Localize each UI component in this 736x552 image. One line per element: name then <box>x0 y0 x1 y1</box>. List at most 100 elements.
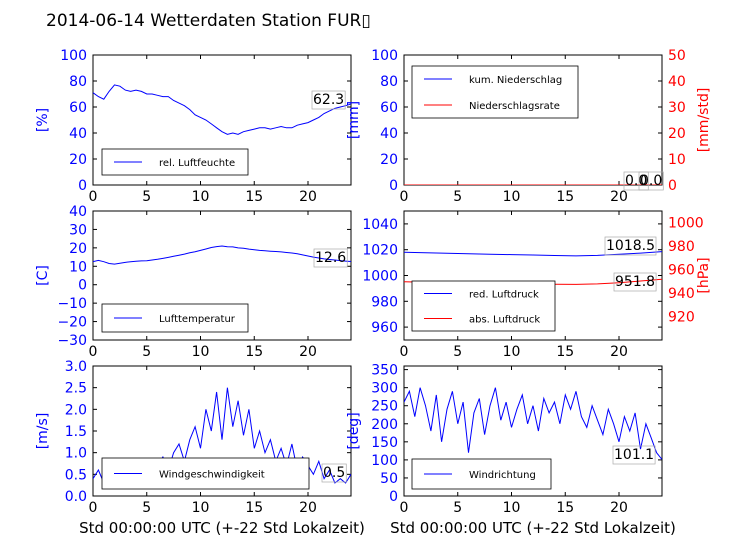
series-line-lufttemperatur <box>93 245 351 265</box>
plot-frame <box>92 210 352 341</box>
panel-precipitation: 0 5 10 15 20 0 20 40 60 80 100 0 10 20 30 40 50 [mm] [mm/s… <box>346 48 712 205</box>
y2-tick-label: 960 <box>668 263 695 279</box>
x-tick-label: 10 <box>192 500 210 516</box>
last-value-label: 101.1 <box>614 447 654 463</box>
x-tick-label: 10 <box>503 500 521 516</box>
x-tick-label: 0 <box>400 189 409 205</box>
last-value-label: 0.0 <box>625 173 647 189</box>
y-tick-label: 1020 <box>362 243 398 259</box>
y-tick-label: 200 <box>371 417 398 433</box>
last-value-box <box>321 463 347 483</box>
y2-tick-label: 940 <box>668 286 695 302</box>
y-tick-label: 0.0 <box>65 489 87 505</box>
y-tick-label: 30 <box>69 222 87 238</box>
y-tick-label: 350 <box>371 363 398 379</box>
x-tick-label: 5 <box>142 500 151 516</box>
last-value-box <box>623 171 649 191</box>
y-tick-label: 300 <box>371 381 398 397</box>
y-tick-label: 1040 <box>362 217 398 233</box>
y-tick-label: 0 <box>389 489 398 505</box>
last-value-label: 62.3 <box>313 92 344 108</box>
x-tick-label: 15 <box>556 500 574 516</box>
y-tick-label: 10 <box>69 259 87 275</box>
legend-label: Windrichtung <box>469 470 536 481</box>
x-tick-label: 5 <box>453 189 462 205</box>
x-tick-label: 20 <box>610 189 628 205</box>
y2-tick-label: 10 <box>668 152 686 168</box>
y-tick-label: 100 <box>371 48 398 64</box>
y-tick-label: 0 <box>389 178 398 194</box>
y2-tick-label: 920 <box>668 310 695 326</box>
x-tick-label: 10 <box>192 189 210 205</box>
y-axis-label: [m/s] <box>35 413 51 450</box>
y-axis-label: [C] <box>35 265 51 286</box>
y-tick-label: 40 <box>69 204 87 220</box>
x-tick-label: 0 <box>89 189 98 205</box>
x-axis-label-left: Std 00:00:00 UTC (+-22 Std Lokalzeit) <box>79 519 365 537</box>
last-value-label: 1018.5 <box>606 238 655 254</box>
y2-tick-label: 40 <box>668 74 686 90</box>
y-tick-label: 40 <box>69 126 87 142</box>
x-tick-label: 20 <box>610 344 628 360</box>
x-tick-label: 0 <box>89 500 98 516</box>
y2-tick-label: 20 <box>668 126 686 142</box>
last-value-box <box>311 90 346 110</box>
x-tick-label: 15 <box>245 344 263 360</box>
x-tick-label: 0 <box>400 500 409 516</box>
y-tick-label: −20 <box>57 315 87 331</box>
last-value-label: 12.6 <box>315 250 346 266</box>
last-value-box <box>638 171 664 191</box>
y-tick-label: 1.5 <box>65 424 87 440</box>
y-tick-label: 0.5 <box>65 467 87 483</box>
last-value-label: 951.8 <box>615 274 655 290</box>
y-axis-label: [%] <box>35 108 51 132</box>
x-tick-label: 0 <box>89 344 98 360</box>
y-tick-label: 960 <box>371 320 398 336</box>
y-tick-label: −30 <box>57 333 87 349</box>
y2-tick-label: 1000 <box>668 216 704 232</box>
y-axis-label: [mm] <box>346 101 362 139</box>
last-value-box <box>612 445 656 465</box>
x-tick-label: 10 <box>503 344 521 360</box>
panel-wind-direction: 0 5 10 15 20050100150200250300350[deg]Windri… <box>346 363 663 516</box>
x-tick-label: 15 <box>556 189 574 205</box>
x-tick-label: 20 <box>299 344 317 360</box>
x-tick-label: 10 <box>192 344 210 360</box>
legend-box <box>411 65 579 119</box>
x-tick-label: 5 <box>453 344 462 360</box>
plot-frame <box>92 54 352 186</box>
x-tick-label: 15 <box>245 500 263 516</box>
x-tick-label: 5 <box>142 189 151 205</box>
series-line-rel-luftfeuchte <box>93 84 351 135</box>
y-tick-label: 1000 <box>362 269 398 285</box>
y2-tick-label: 0 <box>668 178 677 194</box>
panel-humidity: 0 5 10 15 20 0 20 40 60 80 100 [%] rel. Luftfeuchte 6… <box>35 48 352 205</box>
legend-label: Windgeschwindigkeit <box>159 470 265 481</box>
last-value-label: 0.0 <box>640 173 662 189</box>
legend-label: red. Luftdruck <box>469 290 539 301</box>
legend-label: rel. Luftfeuchte <box>159 158 235 169</box>
x-tick-label: 10 <box>503 189 521 205</box>
y2-axis-label: [mm/std] <box>696 88 712 153</box>
x-tick-label: 20 <box>299 500 317 516</box>
x-axis-label-right: Std 00:00:00 UTC (+-22 Std Lokalzeit) <box>390 519 676 537</box>
y-tick-label: 980 <box>371 294 398 310</box>
last-value-box <box>604 236 657 256</box>
y-tick-label: 1.0 <box>65 446 87 462</box>
legend-box <box>411 458 552 490</box>
y-tick-label: 80 <box>380 74 398 90</box>
panel-pressure: 0 5 10 15 20 960 980 1000 1020 1040 920 940 960 980 10… <box>362 210 712 360</box>
y2-axis-label: [hPa] <box>696 257 712 293</box>
last-value-box <box>613 272 657 292</box>
y2-tick-label: 980 <box>668 239 695 255</box>
series-line-red-luftdruck <box>404 251 662 257</box>
y-tick-label: 3.0 <box>65 359 87 375</box>
y-tick-label: 40 <box>380 126 398 142</box>
x-tick-label: 20 <box>299 189 317 205</box>
series-line-windrichtung <box>404 387 662 460</box>
y-tick-label: 250 <box>371 399 398 415</box>
legend-box <box>411 280 556 332</box>
x-tick-label: 0 <box>400 344 409 360</box>
y-tick-label: 60 <box>69 100 87 116</box>
